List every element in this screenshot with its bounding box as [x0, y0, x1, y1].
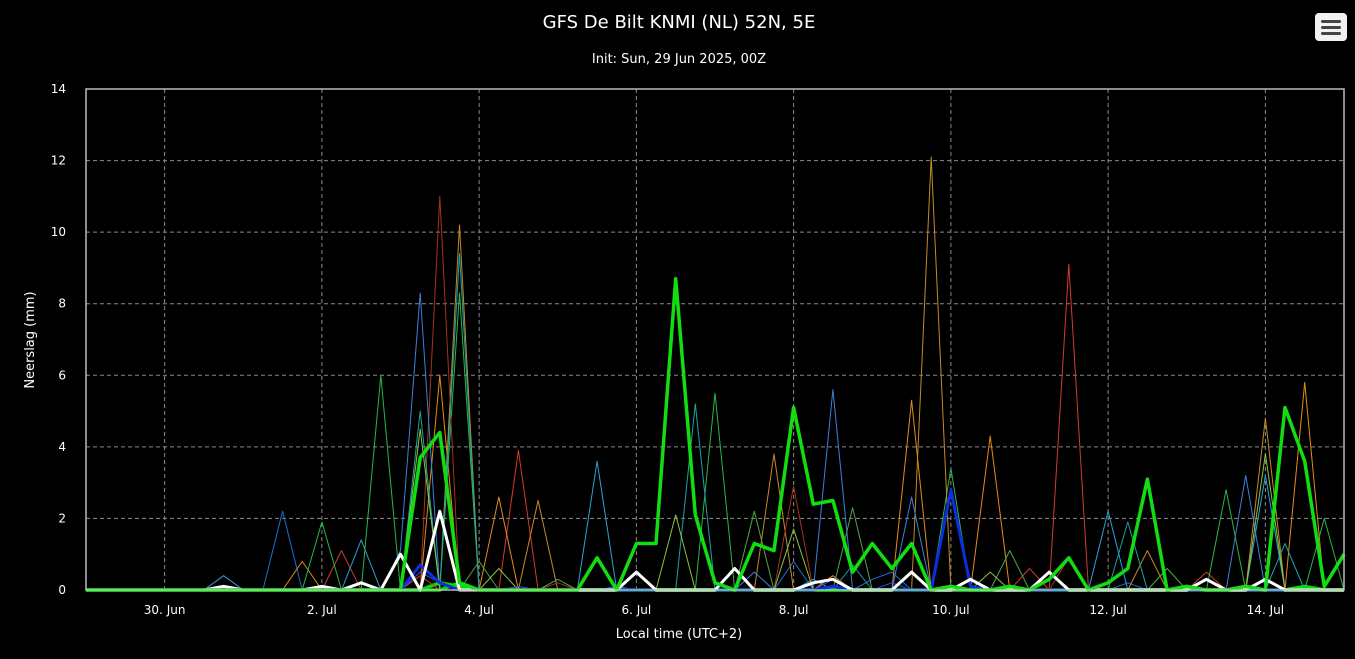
chart-subtitle: Init: Sun, 29 Jun 2025, 00Z: [592, 52, 766, 67]
y-tick-label: 4: [58, 440, 66, 454]
x-tick-label: 10. Jul: [932, 603, 969, 617]
y-tick-label: 0: [58, 583, 66, 597]
y-tick-label: 12: [51, 154, 66, 168]
series-lines: [86, 156, 1346, 592]
x-tick-label: 14. Jul: [1247, 603, 1284, 617]
series-line: [86, 253, 1344, 591]
y-tick-label: 2: [58, 511, 66, 525]
plot-border: [85, 88, 1345, 591]
chart-menu-button[interactable]: [1315, 13, 1347, 41]
hamburger-icon-bar: [1321, 26, 1341, 29]
x-tick-label: 8. Jul: [779, 603, 809, 617]
y-axis-ticks: 0 2 4 6 8 10 12 14: [51, 82, 66, 597]
y-axis-title: Neerslag (mm): [23, 291, 38, 388]
y-tick-label: 10: [51, 225, 66, 239]
x-tick-label: 2. Jul: [307, 603, 337, 617]
x-tick-label: 30. Jun: [144, 603, 186, 617]
x-axis-ticks: 30. Jun 2. Jul 4. Jul 6. Jul 8. Jul 10. Jul 12…: [144, 603, 1284, 617]
x-tick-label: 12. Jul: [1089, 603, 1126, 617]
series-line: [86, 292, 1344, 591]
chart-title: GFS De Bilt KNMI (NL) 52N, 5E: [543, 12, 816, 33]
x-axis-title: Local time (UTC+2): [616, 627, 742, 642]
y-tick-label: 8: [58, 297, 66, 311]
y-tick-label: 6: [58, 368, 66, 382]
x-tick-label: 4. Jul: [464, 603, 494, 617]
series-line: [86, 292, 1345, 591]
hamburger-icon: [1321, 20, 1341, 23]
hamburger-icon-bar: [1321, 32, 1341, 35]
x-tick-label: 6. Jul: [622, 603, 652, 617]
series-line: [86, 374, 1344, 591]
y-tick-label: 14: [51, 82, 66, 96]
series-line: [86, 488, 1344, 592]
